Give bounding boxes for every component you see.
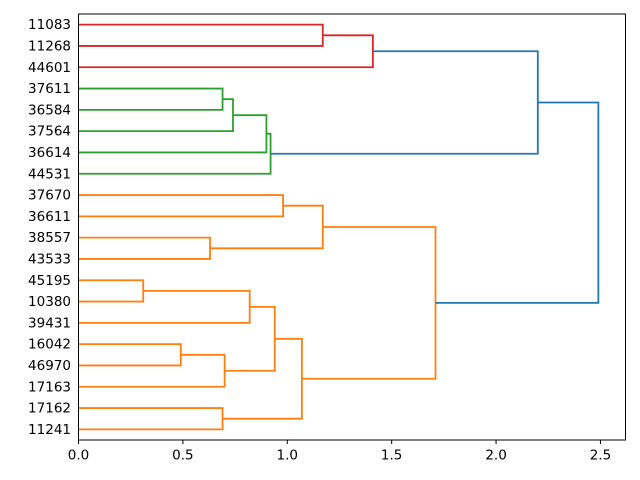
x-tick-label: 2.0 [485,448,506,464]
dendrogram-link-G4 [78,132,272,175]
leaf-label: 17163 [28,379,71,395]
leaf-label: 39431 [28,315,71,331]
dendrogram-link-G1 [78,87,224,111]
leaf-label: 43533 [28,251,71,267]
leaf-label: 44601 [28,60,71,76]
leaf-label: 37670 [28,188,71,204]
leaf-label: 11268 [28,38,71,54]
leaf-label: 38557 [28,230,71,246]
dendrogram-link-O7 [78,353,226,388]
x-tick-label: 1.5 [381,448,402,464]
leaf-label: 45195 [28,273,71,289]
x-tick-label: 1.0 [277,448,298,464]
leaf-label: 36584 [28,102,71,118]
leaf-label: 11241 [28,422,71,438]
leaf-label: 46970 [28,358,71,374]
leaf-label: 10380 [28,294,71,310]
x-tick-label: 0.5 [172,448,193,464]
leaf-label: 37611 [28,81,71,97]
dendrogram-link-G2 [78,98,234,133]
leaf-label: 37564 [28,124,71,140]
dendrogram-link-O5 [78,290,251,324]
dendrogram-link-O1 [78,194,285,218]
dendrogram-link-O9 [78,407,224,431]
dendrogram-link-O4 [78,279,145,303]
leaf-label: 17162 [28,401,71,417]
axes-border [78,13,626,441]
x-tick-label: 0.0 [68,448,89,464]
x-tick-label: 2.5 [590,448,611,464]
leaf-label: 36611 [28,209,71,225]
dendrogram-link-B2 [435,101,600,304]
leaf-label: 44531 [28,166,71,182]
dendrogram-link-O10 [222,337,303,420]
leaf-label: 36614 [28,145,71,161]
dendrogram-link-O11 [301,226,437,380]
leaf-label: 16042 [28,337,71,353]
leaf-label: 11083 [28,17,71,33]
